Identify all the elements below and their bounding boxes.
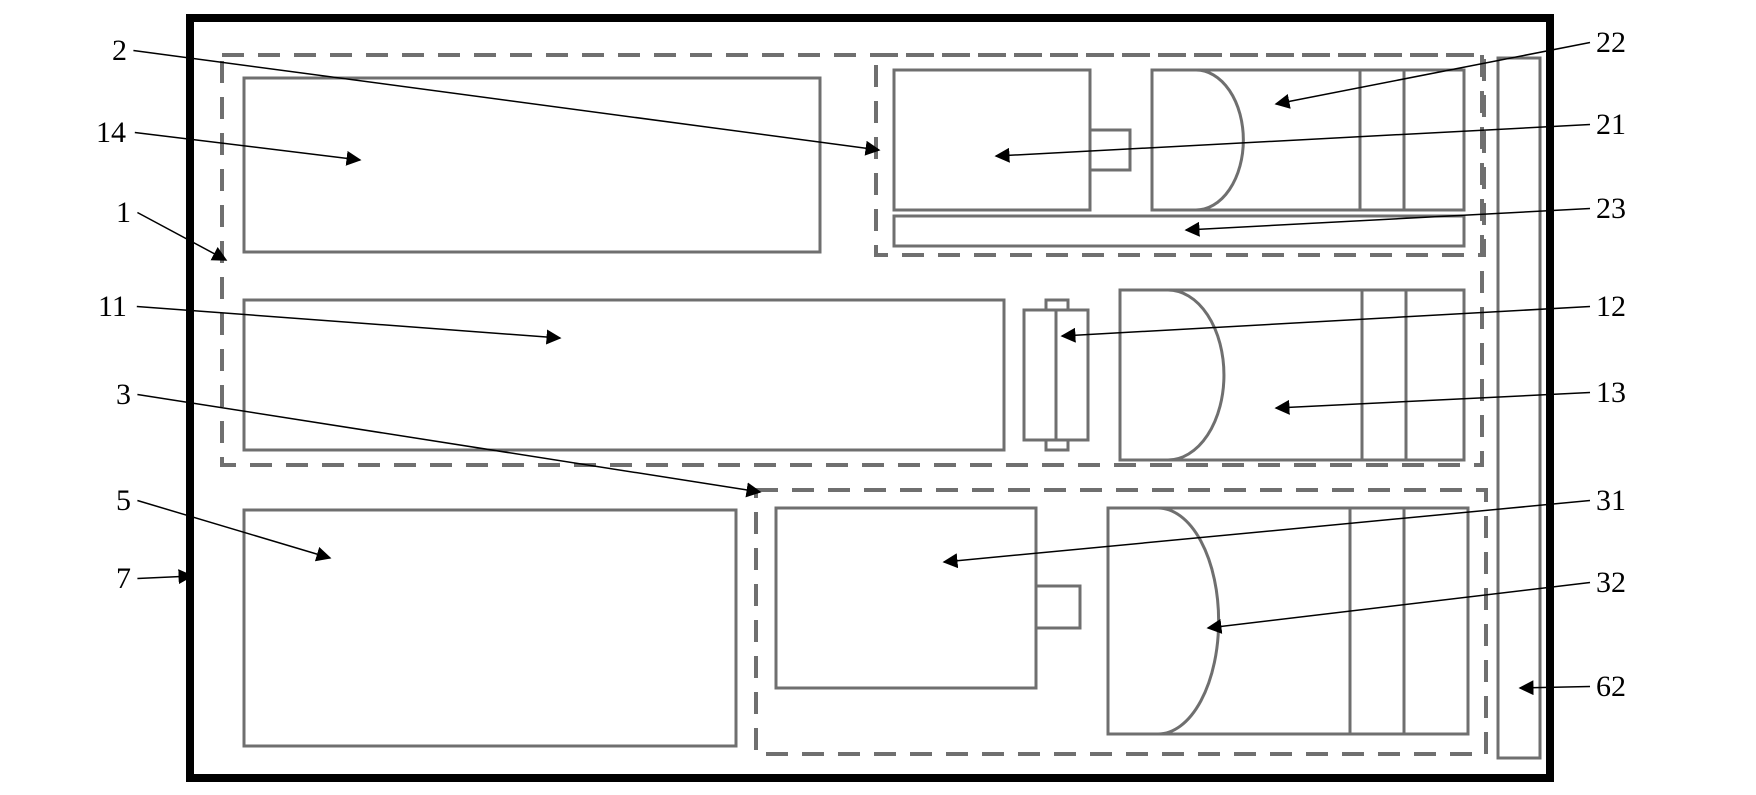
- label-5: 5: [116, 484, 131, 518]
- label-62: 62: [1596, 670, 1626, 704]
- label-31: 31: [1596, 484, 1626, 518]
- label-11: 11: [98, 290, 127, 324]
- label-13: 13: [1596, 376, 1626, 410]
- diagram-svg: [0, 0, 1756, 795]
- diagram-stage: 2141113572221231213313262: [0, 0, 1756, 795]
- label-21: 21: [1596, 108, 1626, 142]
- label-1: 1: [116, 196, 131, 230]
- label-12: 12: [1596, 290, 1626, 324]
- label-3: 3: [116, 378, 131, 412]
- label-23: 23: [1596, 192, 1626, 226]
- label-22: 22: [1596, 26, 1626, 60]
- label-32: 32: [1596, 566, 1626, 600]
- label-7: 7: [116, 562, 131, 596]
- label-14: 14: [96, 116, 126, 150]
- label-2: 2: [112, 34, 127, 68]
